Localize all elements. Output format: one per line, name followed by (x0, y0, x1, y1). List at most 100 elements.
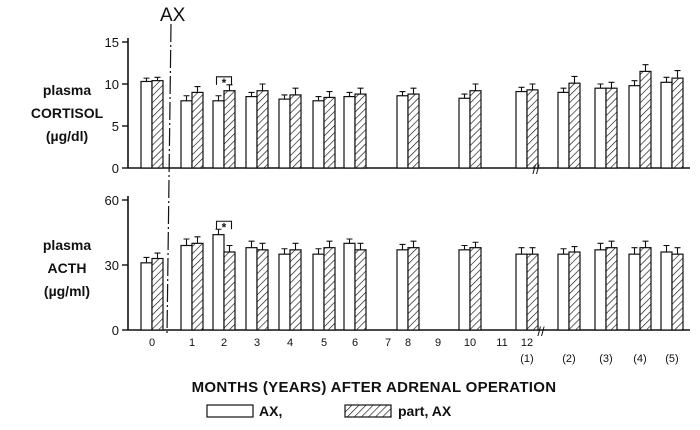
x-tick-label: 7 (385, 337, 391, 349)
x-year-label: (4) (633, 353, 646, 365)
cortisol-error-bar (143, 77, 150, 82)
acth-error-bar (226, 244, 233, 252)
acth-bar-ax (557, 253, 570, 331)
x-year-label: (3) (599, 353, 612, 365)
cortisol-error-bar (315, 96, 322, 101)
x-tick-label: 2 (221, 337, 227, 349)
cortisol-error-bar (259, 83, 266, 91)
acth-ylabel-line-3: (µg/ml) (44, 283, 90, 299)
cortisol-bar-ax (312, 100, 325, 169)
x-tick-label: 4 (287, 337, 293, 349)
acth-bar-part-ax (526, 253, 539, 331)
acth-error-bar (326, 240, 333, 248)
acth-bar-ax (312, 253, 325, 331)
axis-break-top: // (532, 162, 540, 177)
acth-error-bar (642, 240, 649, 248)
acth-error-bar (143, 256, 150, 263)
acth-error-bar (183, 238, 190, 246)
cortisol-error-bar (215, 95, 222, 101)
acth-error-bar (461, 244, 468, 250)
cortisol-bar-ax (458, 97, 471, 169)
x-tick-label: 6 (352, 337, 358, 349)
acth-bar-part-ax (289, 249, 302, 331)
cortisol-bar-part-ax (526, 89, 539, 169)
cortisol-bar-part-ax (323, 96, 336, 169)
cortisol-y-tick-label: 0 (112, 161, 119, 176)
cortisol-error-bar (631, 80, 638, 86)
x-tick-label: 12 (521, 337, 533, 349)
acth-error-bar (215, 228, 222, 235)
cortisol-error-bar (346, 91, 353, 97)
acth-bar-part-ax (469, 247, 482, 331)
cortisol-error-bar (674, 70, 681, 79)
acth-bar-part-ax (151, 257, 164, 331)
acth-error-bar (597, 242, 604, 250)
acth-significance-label: * (222, 220, 227, 234)
cortisol-bar-part-ax (191, 91, 204, 169)
x-tick-label: 8 (405, 337, 411, 349)
acth-error-bar (631, 247, 638, 255)
x-tick-label: 5 (321, 337, 327, 349)
acth-error-bar (346, 238, 353, 244)
cortisol-error-bar (194, 85, 201, 93)
acth-error-bar (410, 240, 417, 248)
cortisol-bar-part-ax (639, 70, 652, 169)
acth-y-tick-label: 0 (112, 323, 119, 338)
cortisol-error-bar (326, 91, 333, 98)
acth-bar-part-ax (568, 251, 581, 331)
cortisol-bar-ax (396, 95, 409, 169)
acth-error-bar (194, 236, 201, 244)
acth-bar-part-ax (354, 249, 367, 331)
acth-ylabel-line-2: ACTH (48, 260, 87, 276)
legend-label-part-ax: part, AX (398, 403, 452, 419)
cortisol-panel: plasma CORTISOL (µg/dl) 0 5 10 15 * (31, 35, 690, 176)
cortisol-error-bar (642, 64, 649, 72)
acth-bar-ax (594, 249, 607, 331)
cortisol-y-tick-label: 15 (105, 35, 119, 50)
acth-error-bar (663, 244, 670, 252)
cortisol-bar-part-ax (671, 77, 684, 169)
ax-marker-line (166, 23, 172, 336)
cortisol-bar-ax (140, 80, 153, 169)
acth-bar-part-ax (605, 247, 618, 331)
cortisol-bar-ax (180, 100, 193, 169)
cortisol-bar-ax (594, 87, 607, 169)
cortisol-error-bar (248, 91, 255, 97)
cortisol-bar-part-ax (223, 90, 236, 169)
acth-error-bar (529, 247, 536, 255)
cortisol-ylabel-line-1: plasma (43, 82, 91, 98)
x-year-label: (5) (665, 353, 678, 365)
cortisol-error-bar (461, 93, 468, 99)
cortisol-bar-part-ax (605, 87, 618, 169)
cortisol-error-bar (597, 83, 604, 89)
cortisol-bar-ax (660, 81, 673, 169)
cortisol-y-tick-label: 10 (105, 77, 119, 92)
axis-break-bottom: // (537, 324, 545, 339)
cortisol-error-bar (529, 83, 536, 90)
acth-bar-ax (515, 253, 528, 331)
cortisol-bar-part-ax (568, 82, 581, 169)
x-tick-label: 3 (254, 337, 260, 349)
cortisol-error-bar (410, 87, 417, 95)
acth-bar-part-ax (407, 247, 420, 331)
acth-bar-ax (660, 251, 673, 331)
cortisol-bar-ax (245, 95, 258, 169)
legend: AX, part, AX (206, 403, 452, 419)
acth-error-bar (281, 248, 288, 255)
acth-bar-ax (140, 262, 153, 331)
acth-bar-ax (180, 244, 193, 331)
acth-bar-ax (396, 249, 409, 331)
acth-error-bar (399, 243, 406, 250)
acth-error-bar (518, 247, 525, 255)
x-tick-labels: 0 1 2 3 4 5 6 7 8 9 10 11 12(1) (2) (3) (4) (5) (149, 337, 679, 365)
acth-error-bar (248, 240, 255, 248)
cortisol-error-bar (472, 83, 479, 91)
x-tick-label: 10 (464, 337, 476, 349)
acth-y-tick-label: 30 (105, 258, 119, 273)
cortisol-y-tick-label: 5 (112, 119, 119, 134)
cortisol-significance-bracket (215, 76, 233, 85)
cortisol-error-bar (399, 91, 406, 96)
cortisol-bar-ax (343, 95, 356, 169)
acth-bar-ax (245, 247, 258, 331)
